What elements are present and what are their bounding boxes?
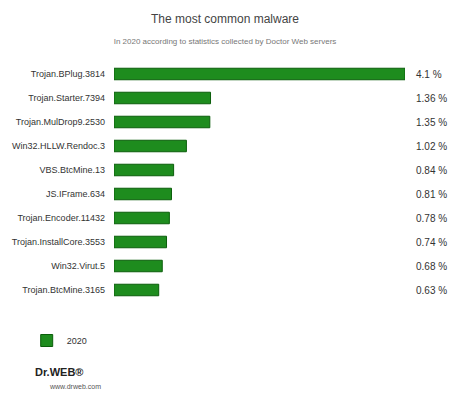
- svg-text:Win32.HLLW.Rendoc.3: Win32.HLLW.Rendoc.3: [12, 141, 105, 151]
- svg-text:Win32.Virut.5: Win32.Virut.5: [51, 261, 105, 271]
- svg-text:0.68 %: 0.68 %: [416, 261, 447, 272]
- svg-text:In 2020 according to statistic: In 2020 according to statistics collecte…: [114, 37, 337, 46]
- svg-text:The most common malware: The most common malware: [151, 12, 299, 26]
- svg-text:Trojan.BPlug.3814: Trojan.BPlug.3814: [31, 69, 105, 79]
- svg-text:Trojan.Starter.7394: Trojan.Starter.7394: [28, 93, 105, 103]
- svg-text:Trojan.BtcMine.3165: Trojan.BtcMine.3165: [22, 285, 105, 295]
- svg-text:VBS.BtcMine.13: VBS.BtcMine.13: [39, 165, 105, 175]
- svg-text:2020: 2020: [67, 336, 87, 346]
- svg-text:Trojan.InstallCore.3553: Trojan.InstallCore.3553: [12, 237, 105, 247]
- svg-text:0.84 %: 0.84 %: [416, 165, 447, 176]
- svg-text:0.81 %: 0.81 %: [416, 189, 447, 200]
- svg-text:4.1 %: 4.1 %: [416, 69, 442, 80]
- svg-text:0.74 %: 0.74 %: [416, 237, 447, 248]
- svg-text:0.63 %: 0.63 %: [416, 285, 447, 296]
- svg-text:1.36 %: 1.36 %: [416, 93, 447, 104]
- svg-text:1.02 %: 1.02 %: [416, 141, 447, 152]
- svg-text:Dr.WEB®: Dr.WEB®: [35, 366, 83, 378]
- svg-text:Trojan.Encoder.11432: Trojan.Encoder.11432: [17, 213, 105, 223]
- svg-text:JS.IFrame.634: JS.IFrame.634: [46, 189, 105, 199]
- svg-text:0.78 %: 0.78 %: [416, 213, 447, 224]
- svg-text:1.35 %: 1.35 %: [416, 117, 447, 128]
- svg-text:Trojan.MulDrop9.2530: Trojan.MulDrop9.2530: [16, 117, 105, 127]
- svg-text:www.drweb.com: www.drweb.com: [49, 383, 101, 390]
